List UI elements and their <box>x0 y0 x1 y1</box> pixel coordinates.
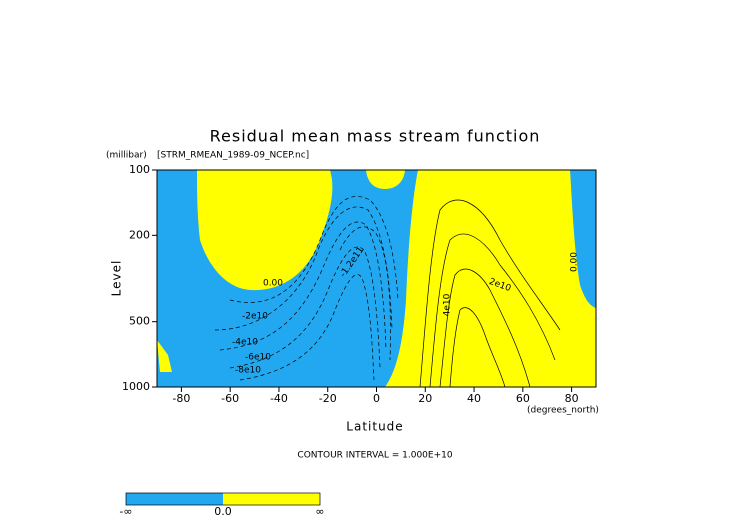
y-tick-label: 200 <box>129 228 150 241</box>
y-axis-label: Level <box>110 260 124 297</box>
contour-lines <box>214 196 561 388</box>
contour-label: -8e10 <box>235 366 261 376</box>
dataset: [STRM_RMEAN_1989-09_NCEP.nc] <box>157 151 309 161</box>
contour-label: 4e10 <box>443 293 453 316</box>
x-tick-label: -60 <box>221 392 239 405</box>
contour-label: -2e10 <box>242 312 268 322</box>
y-tick-label: 100 <box>129 163 150 176</box>
y-tick-label: 1000 <box>122 380 150 393</box>
contour-label: -6e10 <box>245 353 271 363</box>
y-units: (millibar) <box>106 151 147 161</box>
y-tick-label: 500 <box>129 315 150 328</box>
colorbar-swatch <box>223 493 320 505</box>
x-tick-label: 0 <box>373 392 380 405</box>
colorbar-label: 0.0 <box>214 505 232 518</box>
contour-interval: CONTOUR INTERVAL = 1.000E+10 <box>297 451 452 461</box>
colorbar-label: -∞ <box>119 505 132 518</box>
colorbar-label: ∞ <box>315 505 324 518</box>
x-axis-label: Latitude <box>346 420 403 434</box>
x-tick-label: 20 <box>418 392 432 405</box>
contour-label: -4e10 <box>232 338 258 348</box>
x-tick-label: -80 <box>172 392 190 405</box>
chart-title: Residual mean mass stream function <box>210 127 541 146</box>
x-tick-label: 80 <box>565 392 579 405</box>
colorbar-frame <box>125 492 321 506</box>
x-tick-label: -40 <box>270 392 288 405</box>
x-tick-label: 60 <box>516 392 530 405</box>
x-units: (degrees_north) <box>527 406 599 416</box>
x-tick-label: -20 <box>319 392 337 405</box>
x-tick-label: 40 <box>467 392 481 405</box>
colorbar-swatch <box>126 493 223 505</box>
contour-label: 0.00 <box>570 252 580 272</box>
contour-label: 0.00 <box>263 279 283 289</box>
